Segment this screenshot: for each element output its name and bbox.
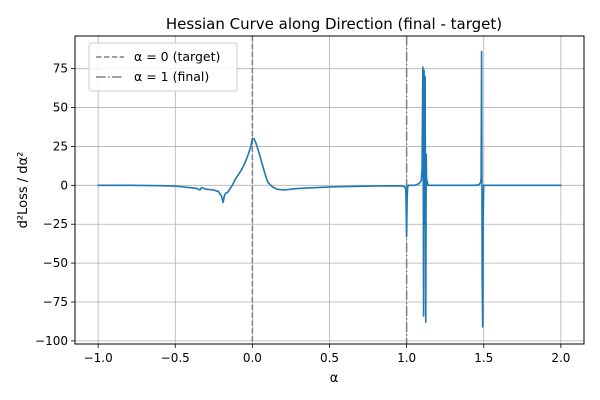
y-tick-label: −50 — [43, 256, 68, 270]
x-axis-label: α — [330, 371, 339, 386]
chart-title: Hessian Curve along Direction (final - t… — [166, 15, 502, 33]
x-tick-label: 0.0 — [243, 351, 262, 365]
y-tick-label: 25 — [53, 139, 68, 153]
y-tick-label: −100 — [35, 334, 68, 348]
y-axis-label: d²Loss / dα² — [16, 152, 31, 229]
x-tick-label: −1.0 — [84, 351, 113, 365]
y-tick-label: 75 — [53, 62, 68, 76]
x-tick-label: 2.0 — [551, 351, 570, 365]
legend: α = 0 (target) α = 1 (final) — [89, 43, 237, 91]
x-tick-label: 1.5 — [474, 351, 493, 365]
y-tick-label: −75 — [43, 295, 68, 309]
hessian-chart: Hessian Curve along Direction (final - t… — [0, 0, 600, 400]
y-tick-label: −25 — [43, 217, 68, 231]
legend-label-final: α = 1 (final) — [134, 69, 209, 84]
legend-label-target: α = 0 (target) — [134, 49, 220, 64]
x-tick-label: 0.5 — [320, 351, 339, 365]
y-tick-label: 0 — [60, 178, 68, 192]
x-tick-label: −0.5 — [161, 351, 190, 365]
y-tick-label: 50 — [53, 101, 68, 115]
x-tick-label: 1.0 — [397, 351, 416, 365]
